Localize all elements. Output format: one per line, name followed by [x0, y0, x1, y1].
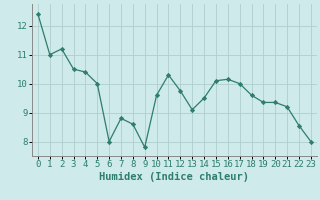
X-axis label: Humidex (Indice chaleur): Humidex (Indice chaleur): [100, 172, 249, 182]
